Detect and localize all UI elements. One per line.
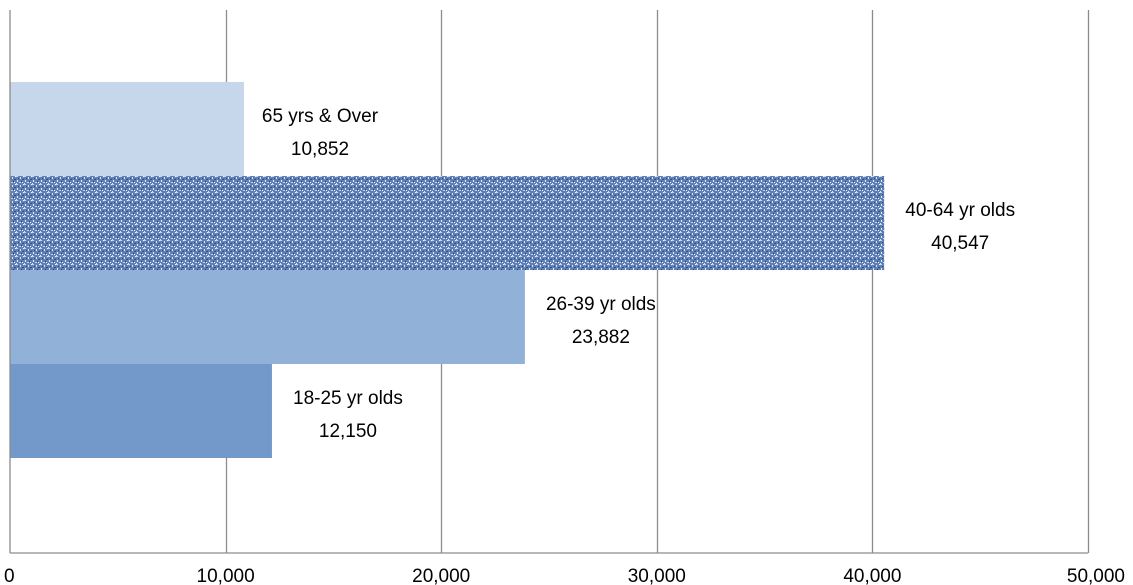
bar-value-label: 40,547	[931, 233, 989, 254]
x-tick-label: 10,000	[197, 566, 255, 585]
bar-value-label: 10,852	[291, 139, 349, 160]
bar-category-label: 26-39 yr olds	[546, 294, 656, 315]
x-axis	[9, 10, 1088, 554]
bar-category-label: 65 yrs & Over	[262, 106, 379, 127]
x-tick-label: 40,000	[843, 566, 901, 585]
bar	[10, 270, 525, 364]
x-tick-labels: 0 10,000 20,000 30,000 40,000 50,000	[4, 566, 1125, 585]
bar	[10, 364, 272, 458]
bar	[10, 82, 244, 176]
bar-value-label: 12,150	[319, 421, 377, 442]
bar-labels: 65 yrs & Over 10,852 40-64 yr olds 40,547 26…	[262, 106, 1015, 442]
x-tick-label: 20,000	[412, 566, 470, 585]
bar-value-label: 23,882	[572, 327, 630, 348]
x-tick-label: 30,000	[628, 566, 686, 585]
bar	[10, 176, 885, 270]
gridlines	[225, 10, 1090, 553]
x-tick-label: 0	[4, 566, 15, 585]
bar-category-label: 18-25 yr olds	[293, 388, 403, 409]
bar-category-label: 40-64 yr olds	[905, 200, 1015, 221]
x-tick-label: 50,000	[1067, 566, 1125, 585]
bars	[10, 82, 885, 458]
